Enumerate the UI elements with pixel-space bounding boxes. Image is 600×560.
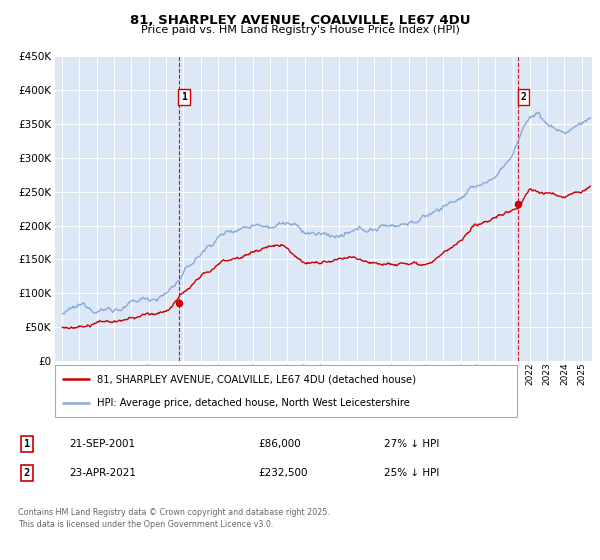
Text: 27% ↓ HPI: 27% ↓ HPI — [384, 439, 439, 449]
Text: 1: 1 — [24, 439, 30, 449]
Text: HPI: Average price, detached house, North West Leicestershire: HPI: Average price, detached house, Nort… — [97, 398, 410, 408]
Text: 81, SHARPLEY AVENUE, COALVILLE, LE67 4DU: 81, SHARPLEY AVENUE, COALVILLE, LE67 4DU — [130, 14, 470, 27]
Text: 2: 2 — [24, 468, 30, 478]
Point — [174, 298, 184, 307]
Text: 2: 2 — [520, 92, 526, 102]
Text: £232,500: £232,500 — [258, 468, 308, 478]
Text: 21-SEP-2001: 21-SEP-2001 — [69, 439, 135, 449]
Text: Price paid vs. HM Land Registry's House Price Index (HPI): Price paid vs. HM Land Registry's House … — [140, 25, 460, 35]
Text: £86,000: £86,000 — [258, 439, 301, 449]
Text: 81, SHARPLEY AVENUE, COALVILLE, LE67 4DU (detached house): 81, SHARPLEY AVENUE, COALVILLE, LE67 4DU… — [97, 374, 416, 384]
Text: 23-APR-2021: 23-APR-2021 — [69, 468, 136, 478]
Text: 1: 1 — [181, 92, 187, 102]
Text: 25% ↓ HPI: 25% ↓ HPI — [384, 468, 439, 478]
Point — [513, 199, 523, 208]
Text: Contains HM Land Registry data © Crown copyright and database right 2025.
This d: Contains HM Land Registry data © Crown c… — [18, 508, 330, 529]
